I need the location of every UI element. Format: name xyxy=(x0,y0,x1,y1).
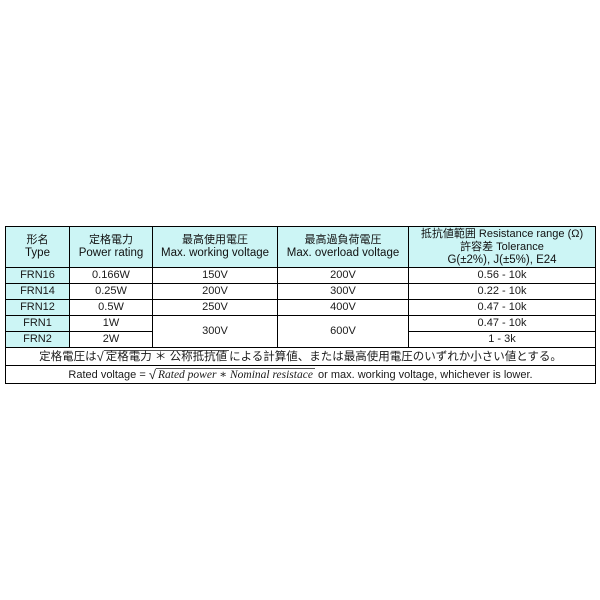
cell-resistance-range: 1 - 3k xyxy=(408,331,596,348)
column-header-working-voltage-en: Max. working voltage xyxy=(160,247,270,259)
column-header-resistance-range-line2: 許容差 Tolerance xyxy=(460,240,544,253)
cell-working-voltage: 150V xyxy=(152,267,278,284)
footnote-ja-lead: 定格電圧は xyxy=(39,350,97,363)
cell-working-voltage-merged: 300V xyxy=(152,315,278,348)
note-row-japanese: 定格電圧は√ 定格電力 ＊ 公称抵抗値 による計算値、または最高使用電圧のいずれか小… xyxy=(5,347,596,366)
cell-power-rating: 0.5W xyxy=(69,299,153,316)
cell-resistance-range: 0.47 - 10k xyxy=(408,299,596,316)
cell-type: FRN12 xyxy=(5,299,70,316)
column-header-working-voltage: 最高使用電圧 Max. working voltage xyxy=(152,226,278,268)
table-header: 形名 Type 定格電力 Power rating 最高使用電圧 Max. wo… xyxy=(5,226,596,268)
cell-power-rating: 0.166W xyxy=(69,267,153,284)
column-header-resistance-range: 抵抗値範囲 Resistance range (Ω) 許容差 Tolerance… xyxy=(408,226,596,268)
table-row: FRN1 1W 300V 600V 0.47 - 10k xyxy=(5,315,596,348)
sqrt-group-ja: √ 定格電力 ＊ 公称抵抗値 xyxy=(96,348,230,364)
footnote-english: Rated voltage = √ Rated power ∗ Nominal r… xyxy=(5,365,596,384)
resistor-specification-table: 形名 Type 定格電力 Power rating 最高使用電圧 Max. wo… xyxy=(5,226,596,384)
column-header-power-rating: 定格電力 Power rating xyxy=(69,226,153,268)
column-header-overload-voltage: 最高過負荷電圧 Max. overload voltage xyxy=(277,226,409,268)
cell-working-voltage: 250V xyxy=(152,299,278,316)
column-header-resistance-range-line1: 抵抗値範囲 Resistance range (Ω) xyxy=(420,227,584,240)
cell-type: FRN1 xyxy=(5,315,70,332)
column-header-power-rating-en: Power rating xyxy=(78,247,144,259)
footnote-en-radicand: Rated power ∗ Nominal resistace xyxy=(155,367,315,381)
cell-type: FRN16 xyxy=(5,267,70,284)
sqrt-icon: √ xyxy=(96,348,104,364)
cell-resistance-range: 0.22 - 10k xyxy=(408,283,596,300)
sqrt-icon: √ xyxy=(148,366,156,382)
footnote-ja-tail: による計算値、または最高使用電圧のいずれか小さい値とする。 xyxy=(229,350,562,363)
column-header-working-voltage-ja: 最高使用電圧 xyxy=(182,234,248,246)
spec-table-container: 形名 Type 定格電力 Power rating 最高使用電圧 Max. wo… xyxy=(5,226,596,384)
footnote-en-lead: Rated voltage = xyxy=(68,368,149,381)
column-header-type: 形名 Type xyxy=(5,226,70,268)
column-header-power-rating-ja: 定格電力 xyxy=(89,234,133,246)
cell-power-rating: 2W xyxy=(69,331,153,348)
header-row: 形名 Type 定格電力 Power rating 最高使用電圧 Max. wo… xyxy=(5,226,596,268)
footnote-japanese: 定格電圧は√ 定格電力 ＊ 公称抵抗値 による計算値、または最高使用電圧のいずれか小… xyxy=(5,347,596,366)
cell-overload-voltage: 200V xyxy=(277,267,409,284)
footnote-ja-radicand: 定格電力 ＊ 公称抵抗値 xyxy=(103,349,230,363)
sqrt-group-en: √ Rated power ∗ Nominal resistace xyxy=(148,366,315,382)
cell-type: FRN14 xyxy=(5,283,70,300)
column-header-overload-voltage-ja: 最高過負荷電圧 xyxy=(304,234,382,246)
column-header-type-ja: 形名 xyxy=(26,234,49,246)
table-row: FRN2 2W 1 - 3k xyxy=(5,331,596,348)
table-row: FRN14 0.25W 200V 300V 0.22 - 10k xyxy=(5,283,596,300)
cell-overload-voltage: 400V xyxy=(277,299,409,316)
cell-overload-voltage: 300V xyxy=(277,283,409,300)
note-row-english: Rated voltage = √ Rated power ∗ Nominal r… xyxy=(5,365,596,384)
cell-overload-voltage-merged: 600V xyxy=(277,315,409,348)
cell-power-rating: 1W xyxy=(69,315,153,332)
table-row: FRN16 0.166W 150V 200V 0.56 - 10k xyxy=(5,267,596,284)
cell-resistance-range: 0.56 - 10k xyxy=(408,267,596,284)
column-header-overload-voltage-en: Max. overload voltage xyxy=(286,247,400,259)
footnote-en-tail: or max. working voltage, whichever is lo… xyxy=(314,368,533,381)
table-body: FRN16 0.166W 150V 200V 0.56 - 10k FRN14 … xyxy=(5,267,596,384)
cell-type: FRN2 xyxy=(5,331,70,348)
cell-working-voltage: 200V xyxy=(152,283,278,300)
column-header-resistance-range-line3: G(±2%), J(±5%), E24 xyxy=(447,253,557,266)
table-row: FRN12 0.5W 250V 400V 0.47 - 10k xyxy=(5,299,596,316)
cell-resistance-range: 0.47 - 10k xyxy=(408,315,596,332)
column-header-type-en: Type xyxy=(25,247,50,259)
cell-power-rating: 0.25W xyxy=(69,283,153,300)
